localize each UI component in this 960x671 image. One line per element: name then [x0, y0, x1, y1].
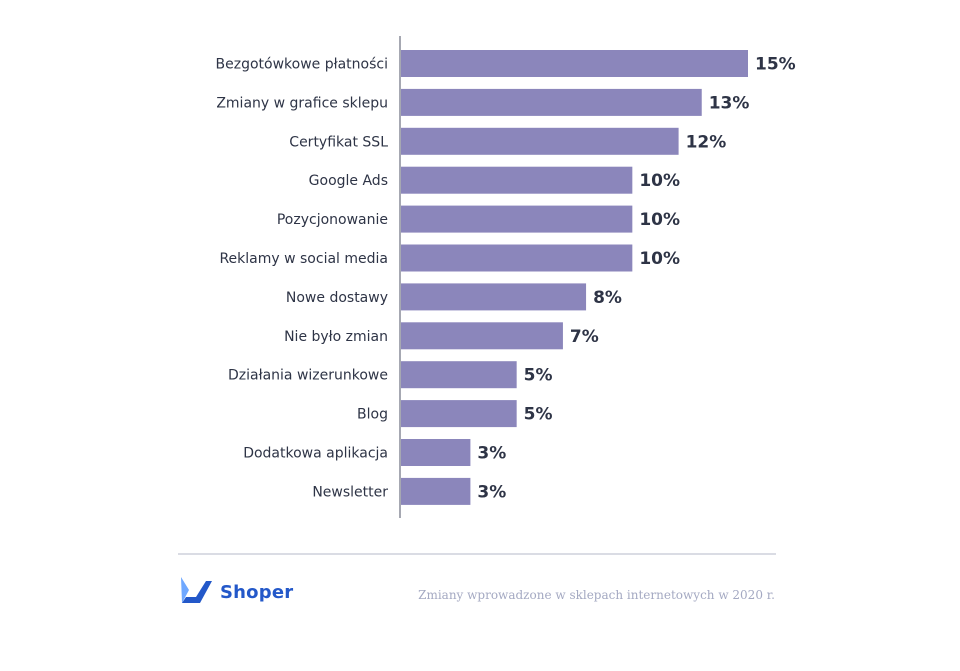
bar — [401, 322, 563, 350]
footer-divider — [178, 553, 776, 555]
bar — [401, 88, 702, 116]
bar — [401, 205, 633, 233]
value-label: 10% — [639, 210, 680, 230]
category-label: Nowe dostawy — [286, 290, 388, 306]
value-label: 5% — [524, 366, 553, 386]
value-label: 8% — [593, 288, 622, 308]
shoper-logo: Shoper — [178, 575, 293, 609]
shoper-logo-icon — [181, 577, 212, 603]
value-label: 3% — [477, 482, 506, 502]
category-label: Nie było zmian — [284, 329, 388, 345]
bars-group: Bezgotówkowe płatności 15% Zmiany w grafic… — [216, 50, 796, 505]
bar — [401, 283, 587, 311]
logo-text: Shoper — [220, 581, 294, 603]
category-label: Działania wizerunkowe — [228, 368, 388, 384]
bar — [401, 361, 517, 389]
bar — [401, 50, 748, 77]
category-label: Google Ads — [309, 173, 388, 189]
category-label: Blog — [357, 407, 388, 423]
value-label: 10% — [639, 249, 680, 269]
value-label: 15% — [755, 55, 796, 75]
category-label: Newsletter — [312, 484, 388, 500]
chart-caption: Zmiany wprowadzone w sklepach internetow… — [418, 588, 775, 602]
category-label: Reklamy w social media — [219, 251, 388, 267]
bar — [401, 166, 633, 194]
bar — [401, 439, 471, 466]
category-label: Certyfikat SSL — [289, 134, 388, 150]
category-label: Pozycjonowanie — [277, 212, 388, 228]
category-label: Bezgotówkowe płatności — [216, 57, 388, 73]
bar — [401, 127, 679, 155]
category-label: Dodatkowa aplikacja — [243, 446, 388, 462]
value-label: 10% — [639, 171, 680, 191]
bar — [401, 477, 471, 505]
value-label: 7% — [570, 327, 599, 347]
value-label: 12% — [686, 132, 727, 152]
bar — [401, 244, 633, 272]
value-label: 13% — [709, 93, 750, 113]
category-label: Zmiany w grafice sklepu — [216, 95, 388, 111]
value-label: 5% — [524, 405, 553, 425]
bar-chart: Bezgotówkowe płatności 15% Zmiany w grafic… — [216, 36, 796, 518]
value-label: 3% — [477, 444, 506, 464]
bar — [401, 400, 517, 428]
